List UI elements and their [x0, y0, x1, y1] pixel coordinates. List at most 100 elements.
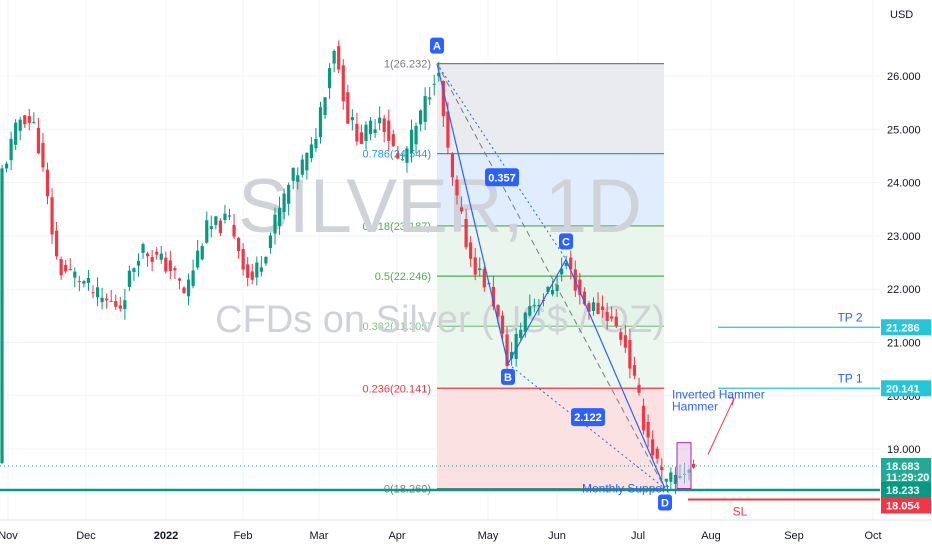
candle-body	[414, 125, 418, 145]
candle-body	[496, 305, 500, 317]
candle-body	[669, 472, 673, 482]
fib-level-label: 1(26.232)	[384, 59, 431, 71]
pattern-point-badge	[658, 494, 672, 511]
candle-body	[373, 129, 377, 133]
x-tick-label: Jun	[548, 530, 566, 542]
x-tick-label: Nov	[0, 530, 18, 542]
candle-body	[64, 264, 68, 272]
candle-body	[510, 351, 514, 359]
candle-body	[132, 268, 136, 272]
fib-level-label: 0.5(22.246)	[375, 271, 431, 283]
x-tick-label: Apr	[388, 530, 405, 542]
candle-body	[473, 257, 477, 275]
projection-arrow-head	[727, 396, 735, 406]
candle-body	[641, 405, 646, 431]
x-tick-label: Oct	[864, 530, 881, 542]
candle-body	[578, 279, 582, 296]
candle-body	[155, 251, 159, 255]
abcd-pattern: A B C D 0.357 2.122	[430, 37, 672, 511]
candle-body	[36, 127, 40, 154]
candle-body	[660, 466, 664, 471]
candle-body	[291, 167, 295, 181]
x-tick-label: Sep	[784, 530, 804, 542]
candle-body	[519, 329, 523, 338]
candle-body	[200, 246, 204, 260]
candle-body	[205, 220, 209, 243]
candle-body	[32, 122, 36, 124]
candle-body	[491, 286, 495, 307]
pattern-point-badge	[430, 37, 444, 54]
fib-level-label: 0.236(20.141)	[363, 383, 432, 395]
x-tick-label: Aug	[701, 530, 721, 542]
candle-body	[364, 124, 368, 141]
ratio-badge	[485, 168, 519, 187]
candle-highlight-box	[676, 442, 692, 490]
candle-body	[382, 118, 386, 133]
candle-body	[109, 300, 113, 302]
candle-body	[45, 169, 50, 197]
y-tick-label: 21.000	[887, 338, 921, 350]
candle-body	[651, 439, 655, 456]
price-tag-label: 18.054	[886, 501, 921, 513]
y-tick-label: 19.000	[887, 444, 921, 456]
candle-body	[296, 175, 300, 182]
candle-body	[95, 287, 100, 298]
candle-body	[550, 289, 555, 295]
candle-body	[355, 123, 359, 142]
projection-arrow	[707, 398, 735, 455]
candle-body	[164, 257, 168, 272]
pattern-point-label: D	[661, 498, 669, 510]
price-tag-label: 18.683	[886, 461, 920, 473]
candle-body	[105, 298, 109, 301]
candle-body	[632, 365, 637, 376]
candle-body	[582, 291, 586, 305]
pattern-legs	[436, 63, 666, 489]
candle-body	[692, 463, 696, 468]
candle-body	[628, 339, 632, 369]
candle-body	[73, 271, 77, 278]
candle-body	[186, 279, 191, 297]
stop-loss-label: SL	[733, 505, 748, 519]
pattern-trend-line	[436, 63, 666, 489]
fib-zone	[437, 63, 664, 154]
candle-body	[646, 421, 650, 438]
y-tick-label: 23.000	[887, 231, 921, 243]
fib-level-label: 0.382(21.305)	[363, 321, 432, 333]
candle-body	[268, 235, 273, 249]
candle-body	[350, 117, 354, 121]
candle-body	[405, 148, 409, 163]
take-profit-label: TP 1	[837, 371, 862, 385]
candle-body	[446, 111, 450, 148]
pattern-point-label: A	[433, 41, 441, 53]
candle-body	[428, 97, 432, 100]
candle-body	[441, 80, 445, 117]
candle-body	[400, 159, 404, 161]
candle-body	[423, 96, 427, 122]
candle-body	[218, 220, 222, 234]
candle-body	[118, 305, 122, 309]
pattern-point-badge	[559, 233, 573, 250]
x-tick-label: Jul	[631, 530, 645, 542]
candle-body	[346, 92, 350, 124]
candle-body	[123, 300, 127, 309]
candle-body	[664, 478, 668, 482]
candle-body	[623, 335, 627, 348]
x-tick-label: Dec	[76, 530, 96, 542]
x-tick-label: 2022	[154, 530, 178, 542]
fib-zone	[437, 276, 664, 327]
candle-body	[532, 304, 536, 306]
price-tag-label: 18.233	[886, 485, 920, 497]
candle-body	[41, 142, 45, 168]
candle-body	[191, 270, 195, 287]
candle-body	[246, 264, 250, 278]
candle-body	[478, 268, 482, 271]
candle-body	[77, 281, 81, 283]
candle-body	[323, 97, 327, 116]
candle-body	[482, 268, 486, 288]
price-tag	[881, 380, 931, 397]
candle-body	[560, 268, 564, 275]
fib-zone	[437, 388, 664, 489]
